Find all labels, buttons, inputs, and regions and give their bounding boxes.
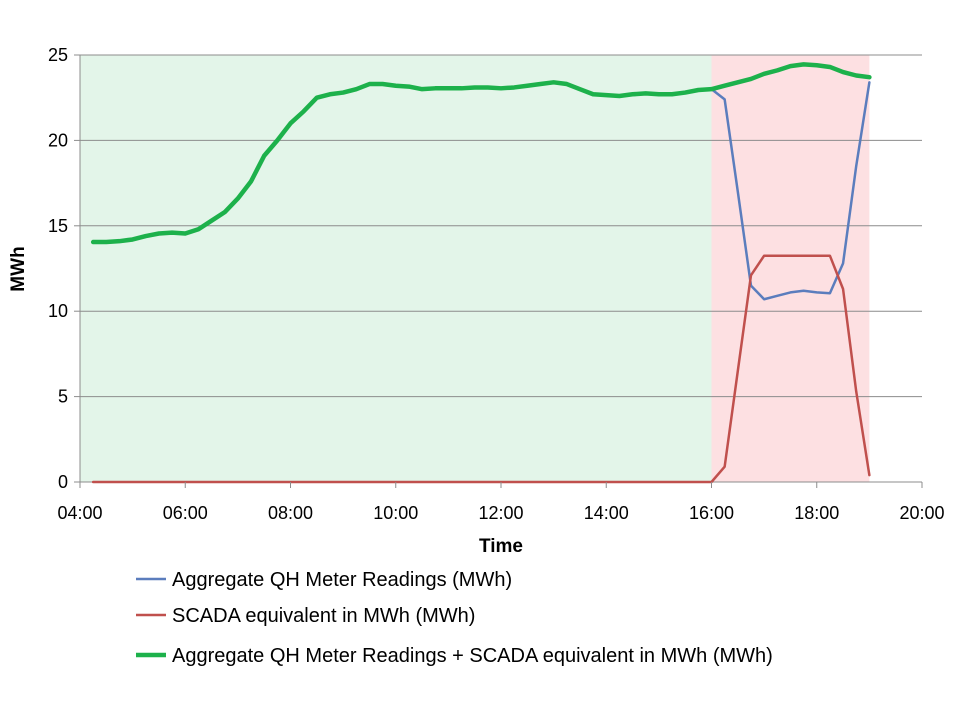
- x-tick-label-14-00: 14:00: [584, 503, 629, 523]
- series-line-3: [90, 62, 872, 245]
- legend-label-2: SCADA equivalent in MWh (MWh): [172, 605, 475, 627]
- series-layer: [90, 62, 872, 484]
- y-tick-label-25: 25: [48, 45, 68, 65]
- x-axis-ticks: 04:00 06:00 08:00 10:00 12:00 14:00 16:00 18:00…: [57, 482, 945, 523]
- x-tick-label-08-00: 08:00: [268, 503, 313, 523]
- y-tick-label-20: 20: [48, 130, 68, 150]
- x-tick-label-18-00: 18:00: [794, 503, 839, 523]
- x-axis-title: Time: [479, 536, 523, 557]
- x-tick-label-20-00: 20:00: [899, 503, 944, 523]
- legend-label-1: Aggregate QH Meter Readings (MWh): [172, 569, 512, 591]
- x-tick-label-16-00: 16:00: [689, 503, 734, 523]
- series-line-1: [710, 81, 871, 301]
- series-line-2: [91, 254, 871, 484]
- x-tick-label-04-00: 04:00: [57, 503, 102, 523]
- legend: Aggregate QH Meter Readings (MWh) SCADA e…: [136, 569, 773, 667]
- y-tick-label-15: 15: [48, 216, 68, 236]
- shaded-region-2: [711, 55, 870, 482]
- y-tick-label-5: 5: [58, 387, 68, 407]
- y-tick-label-10: 10: [48, 301, 68, 321]
- x-tick-label-10-00: 10:00: [373, 503, 418, 523]
- x-tick-label-06-00: 06:00: [163, 503, 208, 523]
- x-tick-label-12-00: 12:00: [478, 503, 523, 523]
- shaded-region-1: [80, 55, 712, 482]
- y-tick-label-0: 0: [58, 472, 68, 492]
- legend-label-3: Aggregate QH Meter Readings + SCADA equi…: [172, 645, 773, 667]
- plot-background: [80, 55, 870, 482]
- y-axis-ticks: 0 5 10 15 20 25: [48, 45, 80, 492]
- y-axis-title: MWh: [8, 246, 29, 291]
